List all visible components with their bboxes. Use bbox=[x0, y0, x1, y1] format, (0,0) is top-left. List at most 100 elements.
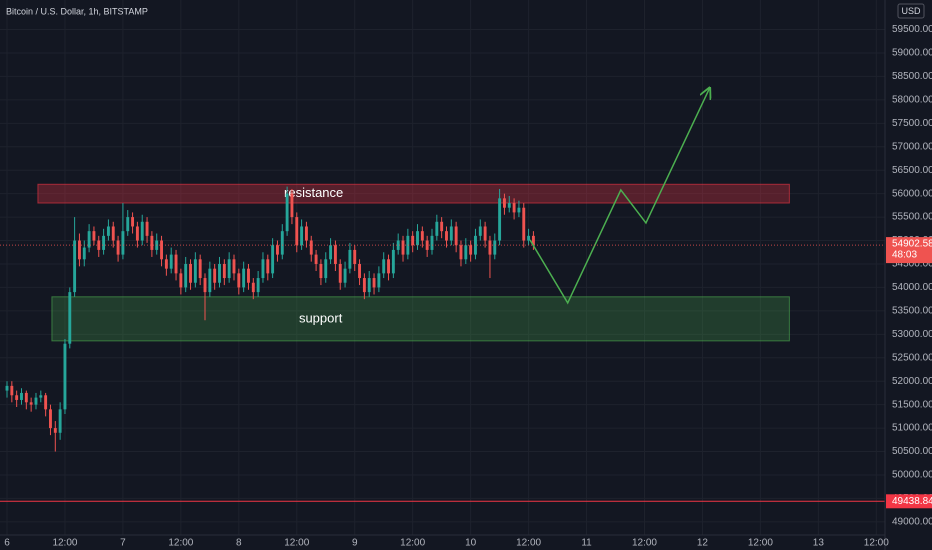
candle-body bbox=[34, 397, 38, 405]
candle-body bbox=[24, 392, 28, 403]
y-tick-label: 49000.00 bbox=[892, 517, 932, 528]
candle-body bbox=[271, 245, 275, 274]
candle-body bbox=[121, 231, 125, 255]
candle-body bbox=[251, 282, 255, 293]
candle-body bbox=[531, 235, 535, 246]
candle-body bbox=[435, 221, 439, 236]
x-tick-label: 12:00 bbox=[864, 538, 889, 549]
y-tick-label: 51500.00 bbox=[892, 399, 932, 410]
candle-body bbox=[522, 207, 526, 241]
y-tick-label: 54000.00 bbox=[892, 282, 932, 293]
candle-body bbox=[391, 249, 395, 274]
candle-body bbox=[97, 240, 101, 250]
y-tick-label: 51000.00 bbox=[892, 423, 932, 434]
support-label: support bbox=[299, 310, 343, 325]
support-zone bbox=[51, 296, 790, 342]
candle-body bbox=[319, 263, 323, 279]
candle-body bbox=[174, 254, 178, 274]
candle-body bbox=[87, 231, 91, 248]
low-line-label: 49438.84 bbox=[892, 496, 932, 507]
candle-body bbox=[169, 254, 173, 269]
y-tick-label: 59000.00 bbox=[892, 48, 932, 59]
candle-body bbox=[517, 207, 521, 213]
x-tick-label: 12:00 bbox=[168, 538, 193, 549]
candle-body bbox=[15, 395, 19, 400]
candle-body bbox=[493, 240, 497, 255]
candle-body bbox=[290, 193, 294, 218]
y-tick-label: 53000.00 bbox=[892, 329, 932, 340]
y-tick-label: 57000.00 bbox=[892, 141, 932, 152]
x-tick-label: 7 bbox=[120, 538, 126, 549]
last-price-label: 54902.58 bbox=[892, 239, 932, 250]
candle-body bbox=[222, 263, 226, 279]
candles bbox=[5, 186, 535, 452]
y-tick-label: 56500.00 bbox=[892, 165, 932, 176]
candle-body bbox=[49, 409, 52, 429]
y-tick-label: 58000.00 bbox=[892, 95, 932, 106]
candle-body bbox=[116, 240, 120, 255]
candle-body bbox=[106, 226, 110, 236]
candle-body bbox=[377, 273, 381, 288]
candle-body bbox=[353, 249, 357, 264]
candle-body bbox=[295, 217, 299, 246]
candle-body bbox=[304, 226, 308, 241]
candle-body bbox=[135, 226, 139, 241]
x-tick-label: 11 bbox=[581, 538, 592, 549]
candle-body bbox=[396, 240, 400, 250]
candle-body bbox=[416, 231, 419, 246]
zones: resistance support bbox=[37, 183, 790, 342]
candle-body bbox=[198, 259, 202, 279]
x-tick-label: 12:00 bbox=[284, 538, 309, 549]
candle-body bbox=[208, 268, 212, 293]
candle-body bbox=[440, 221, 444, 232]
candle-body bbox=[280, 231, 284, 255]
candle-body bbox=[372, 278, 376, 288]
last-price-box bbox=[886, 237, 932, 264]
candle-body bbox=[478, 226, 482, 236]
candle-body bbox=[39, 395, 43, 398]
grid bbox=[0, 0, 885, 535]
candle-body bbox=[502, 198, 506, 208]
y-tick-label: 52000.00 bbox=[892, 376, 932, 387]
candle-body bbox=[102, 235, 106, 250]
candle-body bbox=[401, 240, 405, 255]
x-tick-label: 10 bbox=[465, 538, 477, 549]
currency-box[interactable] bbox=[897, 3, 925, 19]
candle-body bbox=[498, 198, 502, 241]
candle-body bbox=[44, 395, 48, 410]
x-tick-label: 13 bbox=[813, 538, 825, 549]
y-tick-label: 54500.00 bbox=[892, 259, 932, 270]
candle-body bbox=[382, 259, 386, 274]
candle-body bbox=[329, 245, 333, 260]
x-tick-label: 9 bbox=[352, 538, 358, 549]
candle-body bbox=[387, 259, 390, 274]
candle-body bbox=[527, 235, 531, 241]
candle-body bbox=[445, 231, 448, 241]
currency-label[interactable]: USD bbox=[901, 6, 921, 16]
candle-body bbox=[164, 259, 168, 269]
candle-body bbox=[131, 217, 135, 227]
candle-body bbox=[10, 385, 14, 396]
candle-body bbox=[179, 273, 183, 288]
candle-body bbox=[111, 226, 115, 241]
candle-body bbox=[300, 226, 304, 246]
y-tick-label: 59500.00 bbox=[892, 24, 932, 35]
candle-body bbox=[358, 263, 362, 279]
candle-body bbox=[430, 235, 434, 250]
candle-body bbox=[53, 428, 57, 433]
candle-body bbox=[73, 240, 77, 293]
candle-body bbox=[193, 259, 197, 283]
candle-body bbox=[150, 235, 154, 250]
candle-body bbox=[276, 245, 279, 255]
x-tick-label: 12:00 bbox=[748, 538, 773, 549]
candle-body bbox=[507, 203, 511, 208]
projection-path bbox=[529, 88, 710, 305]
candle-body bbox=[140, 221, 144, 241]
candle-body bbox=[92, 231, 96, 241]
low-line-box bbox=[886, 494, 932, 509]
y-tick-label: 58500.00 bbox=[892, 71, 932, 82]
axes: 49000.0049500.0050000.0050500.0051000.00… bbox=[4, 24, 932, 549]
resistance-label: resistance bbox=[284, 185, 343, 200]
x-tick-label: 12 bbox=[697, 538, 709, 549]
